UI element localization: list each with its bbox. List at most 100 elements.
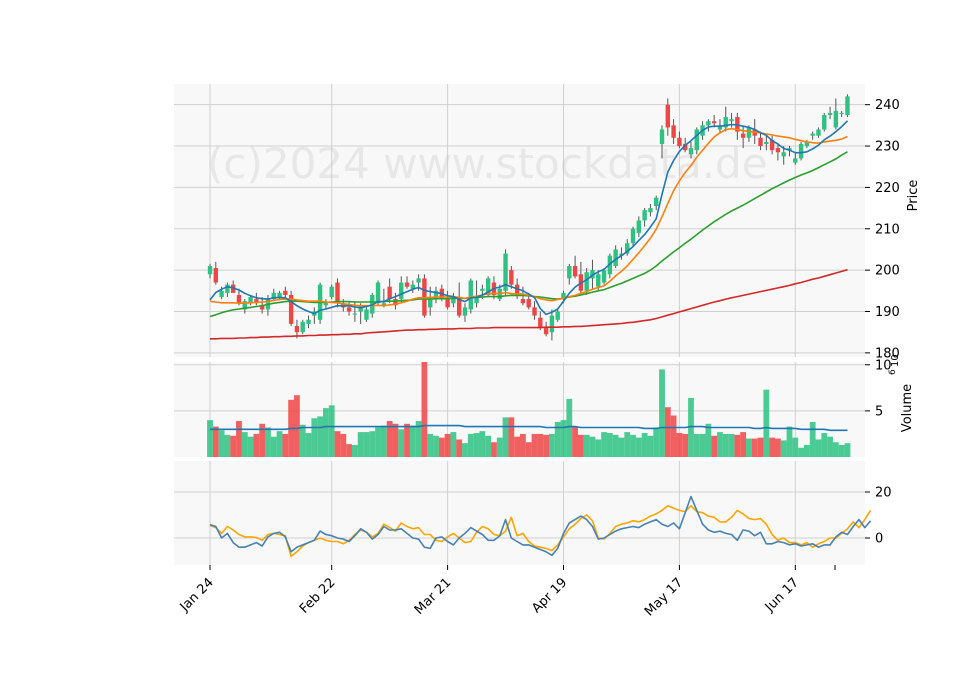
- candle-body: [393, 299, 398, 306]
- candle-body: [798, 143, 804, 159]
- candle-body: [288, 294, 294, 324]
- candle-body: [804, 141, 810, 147]
- volume-bar: [577, 434, 584, 457]
- price-background: [174, 84, 865, 357]
- ma-line-ma-medium: [209, 127, 848, 307]
- price-axis-label: Price: [906, 180, 921, 212]
- volume-bar: [838, 445, 845, 457]
- volume-bar: [554, 421, 561, 457]
- candle-body: [364, 309, 369, 320]
- volume-bar: [769, 437, 776, 457]
- candle-body: [549, 315, 555, 333]
- candle-body: [428, 299, 433, 308]
- candle-body: [601, 270, 607, 283]
- price-ytick-label: 210: [875, 222, 900, 237]
- volume-ytick-label: 10: [875, 358, 892, 373]
- volume-bar: [270, 436, 277, 457]
- volume-bar: [734, 434, 741, 457]
- candle-body: [619, 253, 624, 256]
- price-ytick-label: 190: [875, 305, 900, 320]
- volume-bar: [618, 437, 625, 457]
- candle-body: [769, 139, 775, 151]
- x-tick-label: Jan 24: [177, 575, 217, 615]
- candle-body: [625, 243, 630, 254]
- volume-bar: [809, 421, 816, 457]
- volume-bar: [427, 433, 434, 457]
- candle-body: [677, 137, 682, 147]
- x-tick-label: Jun 17: [762, 575, 802, 615]
- indicator-ytick-label: 0: [875, 532, 883, 547]
- candle-body: [230, 284, 236, 293]
- candle-body: [381, 303, 387, 306]
- volume-bar: [276, 431, 283, 457]
- volume-bar: [305, 433, 312, 457]
- candle-body: [509, 270, 514, 285]
- volume-bar: [832, 442, 839, 457]
- volume-bar: [821, 433, 828, 457]
- volume-bar: [334, 431, 341, 457]
- candle-body: [323, 303, 329, 306]
- candle-body: [329, 286, 334, 298]
- volume-bar: [595, 439, 602, 457]
- x-axis: Jan 24 Feb 22 Mar 21 Apr 19 May 17 Jun 17: [177, 565, 836, 619]
- candle-body: [561, 292, 566, 300]
- volume-bar: [450, 432, 457, 457]
- candle-body: [236, 294, 242, 304]
- volume-bar: [583, 434, 590, 457]
- volume-bar: [572, 426, 578, 457]
- candle-body: [416, 278, 421, 283]
- indicator-ytick-label: 20: [875, 486, 892, 501]
- volume-bar: [722, 433, 729, 457]
- volume-bar: [786, 426, 793, 457]
- volume-bar: [844, 443, 851, 457]
- candle-body: [723, 117, 728, 128]
- candle-body: [514, 284, 520, 295]
- volume-bar: [612, 434, 619, 457]
- volume-bar: [398, 429, 405, 457]
- candle-body: [682, 143, 688, 151]
- candle-body: [254, 299, 259, 304]
- volume-bar: [659, 369, 665, 457]
- volume-bar: [670, 415, 677, 457]
- volume-bar: [763, 389, 770, 457]
- candle-body: [775, 148, 781, 153]
- candle-body: [462, 307, 468, 316]
- indicator-line-b: [209, 495, 872, 557]
- candle-body: [793, 158, 798, 163]
- candle-body: [526, 299, 531, 308]
- volume-bar: [386, 421, 393, 457]
- x-tick-label: Feb 22: [297, 575, 339, 617]
- volume-bar: [711, 435, 718, 457]
- volume-bar: [751, 438, 758, 457]
- volume-bar: [757, 437, 764, 457]
- volume-bar: [311, 418, 318, 457]
- volume-bar: [207, 420, 213, 457]
- candle-body: [827, 112, 833, 116]
- volume-bar: [363, 432, 370, 457]
- volume-bar: [415, 421, 422, 457]
- candle-body: [300, 321, 305, 333]
- volume-bar: [392, 423, 399, 457]
- candle-body: [596, 274, 601, 287]
- volume-bar: [601, 432, 607, 457]
- volume-bar: [369, 431, 376, 457]
- candle-body: [630, 228, 636, 244]
- volume-bar: [775, 438, 781, 457]
- volume-bar: [606, 433, 613, 457]
- volume-average-line: [210, 424, 848, 432]
- volume-bar: [699, 433, 706, 457]
- candle-body: [706, 121, 711, 126]
- volume-bar: [299, 424, 306, 457]
- volume-bar: [798, 447, 804, 457]
- candle-body: [520, 299, 526, 304]
- price-ytick-label: 200: [875, 264, 900, 279]
- candle-body: [543, 328, 549, 335]
- volume-bar: [467, 433, 474, 457]
- volume-bar: [438, 437, 445, 457]
- volume-bar: [653, 427, 660, 457]
- volume-bar: [421, 362, 428, 457]
- candle-body: [659, 129, 665, 144]
- candle-body: [445, 299, 450, 308]
- candle-body: [688, 148, 694, 155]
